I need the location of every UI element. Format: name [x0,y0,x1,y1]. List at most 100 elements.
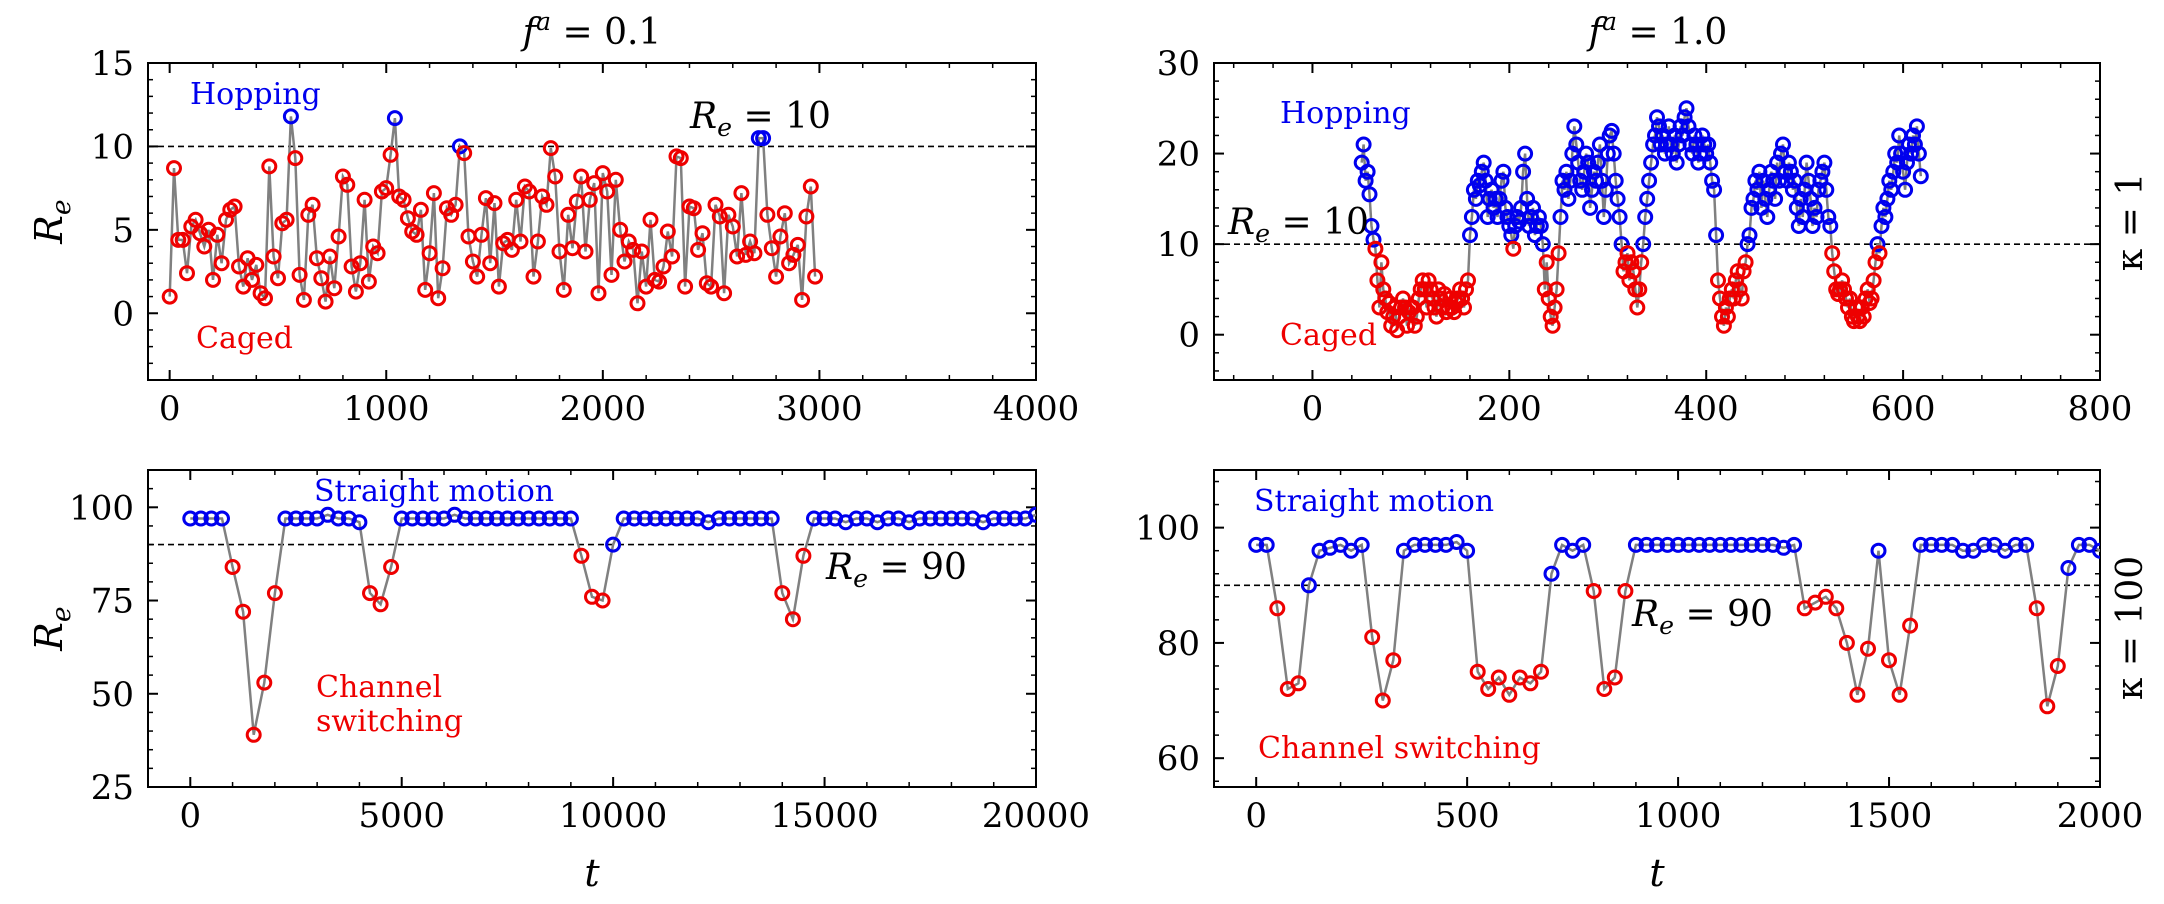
data-point [1497,199,1514,216]
data-point [1912,168,1929,185]
data-point [1605,145,1622,162]
y-axis-label: Re [27,199,77,244]
data-point [266,585,283,602]
data-point [1475,154,1492,171]
annotation-high: Straight motion [1254,484,1494,519]
data-point [499,510,516,527]
data-point [1625,263,1642,280]
data-point [911,510,928,527]
data-point [1901,136,1917,153]
data-point [1902,617,1919,634]
data-point [1652,136,1669,153]
data-point [679,510,696,527]
data-point [425,185,442,202]
y-tick-label: 75 [91,582,134,622]
data-point [1552,209,1569,225]
data-point [1452,281,1469,298]
data-point [737,246,754,263]
data-point [256,674,273,691]
data-point [334,168,351,185]
data-point [677,278,694,295]
data-point [1420,272,1437,289]
data-point [1495,163,1512,180]
data-point [1659,536,1676,553]
data-point [633,243,650,260]
data-point [1773,145,1789,162]
data-point [789,236,806,253]
data-point [1828,600,1845,617]
data-point [447,196,464,213]
data-point [330,228,347,245]
data-point [729,248,746,265]
data-point [467,510,484,527]
data-point [508,191,525,208]
data-point [1735,263,1752,280]
y-tick-label: 20 [1157,135,1200,175]
data-point [192,510,209,527]
data-point [1897,181,1914,198]
data-layer [1248,534,2100,715]
data-point [1715,317,1732,334]
data-point [1387,299,1404,316]
data-layer [182,506,1036,743]
data-point [1417,536,1433,553]
data-point [1641,172,1658,189]
data-point [1373,254,1390,271]
data-point [525,268,542,285]
data-point [668,510,685,527]
data-point [534,188,551,205]
data-point [1454,290,1471,307]
data-point [1708,227,1725,244]
data-point [795,547,812,564]
data-point [317,293,334,310]
data-point [1701,536,1718,553]
data-point [1359,163,1376,180]
data-point [922,510,939,527]
data-point [1873,218,1890,234]
y-tick-label: 10 [1157,225,1200,265]
data-point [542,140,559,157]
data-point [378,180,395,197]
data-point [1847,299,1864,316]
data-point [1558,163,1575,180]
y-axis-label-text: Re [27,606,77,651]
data-point [1395,290,1411,307]
data-point [226,198,243,215]
data-point [395,191,412,208]
data-point [510,510,526,527]
data-point [1566,118,1583,135]
data-point [694,225,711,242]
data-point [1775,539,1792,556]
data-point [1550,245,1567,262]
data-point [1777,163,1793,180]
x-tick-label: 15000 [770,796,878,836]
data-point [1599,145,1616,162]
data-point [806,510,822,527]
data-point [1849,686,1866,703]
data-point [372,596,389,613]
data-point [655,258,672,275]
y-tick-label: 0 [112,294,134,334]
data-point [1710,272,1726,289]
data-point [351,514,368,531]
data-point [590,285,607,302]
x-tick-label: 0 [179,796,201,836]
data-point [1505,240,1522,257]
data-point [794,291,811,308]
data-point [464,253,481,270]
data-point [1448,534,1465,550]
data-point [1576,163,1593,180]
data-point [1792,190,1809,207]
data-point [298,510,315,527]
data-point [577,243,594,260]
data-point [1406,536,1423,553]
data-point [2007,536,2024,553]
panel-bottom-left: 0 5000 10000 15000 20000 25 50 75 100 Straight mo… [27,469,1090,895]
data-point [482,255,499,272]
y-tick-label: 100 [69,488,134,528]
data-point [2018,536,2035,553]
data-point [1865,272,1882,289]
panel-title: fa = 0.1 [520,7,662,53]
annotation-low: Caged [196,321,293,356]
x-tick-label: 500 [1435,796,1500,836]
